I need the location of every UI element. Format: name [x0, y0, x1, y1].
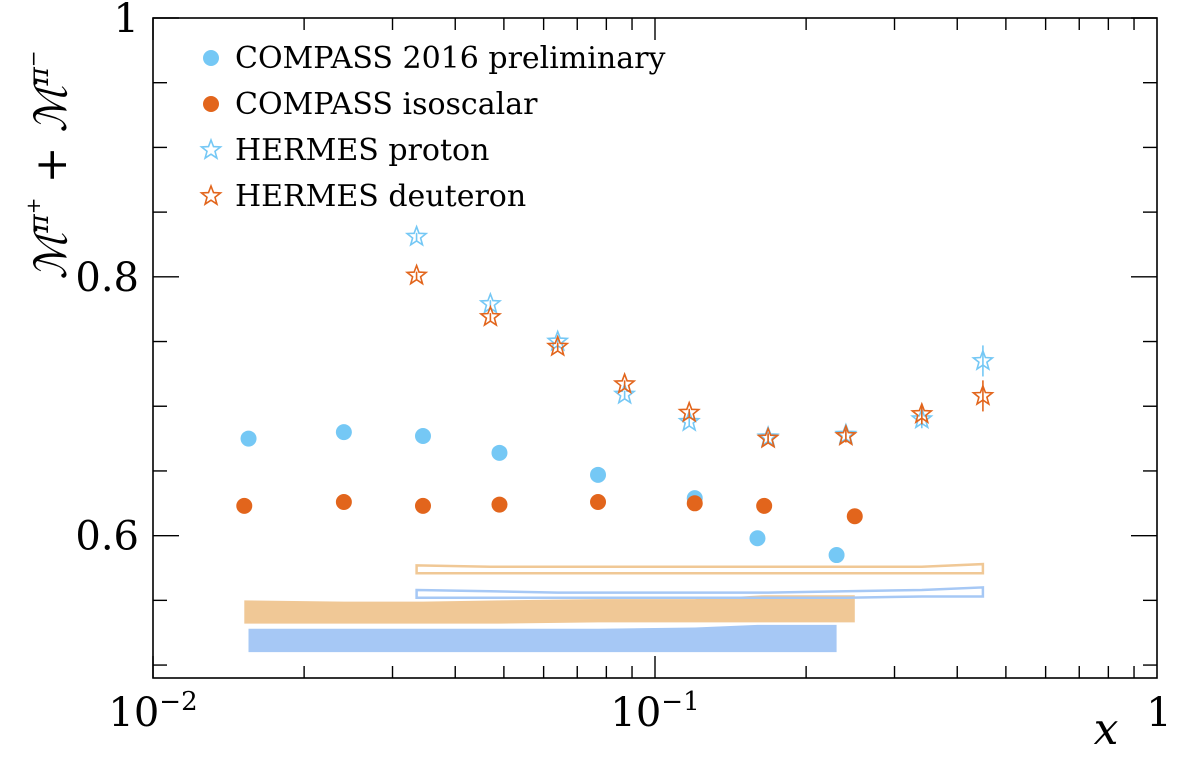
data-point	[414, 428, 431, 444]
legend-marker	[199, 137, 223, 160]
data-point	[404, 224, 429, 247]
legend-entry: HERMES deuteron	[199, 179, 526, 214]
y-tick-label: 0.8	[75, 255, 139, 301]
y-tick-label: 0.6	[75, 514, 139, 560]
data-point	[404, 263, 429, 286]
legend-marker	[203, 50, 219, 66]
ylabel-superscript-sign: −	[21, 50, 45, 67]
legend-label: COMPASS 2016 preliminary	[235, 41, 665, 76]
series-0	[240, 424, 845, 564]
ylabel-superscript-sign: +	[21, 197, 45, 214]
data-point	[335, 494, 352, 510]
x-tick-label: 1	[1146, 690, 1171, 736]
data-point	[846, 508, 863, 525]
tick-exponent: −2	[159, 687, 197, 717]
y-tick-label: 1	[114, 0, 139, 42]
data-point	[756, 426, 780, 449]
data-point	[971, 383, 995, 406]
legend-label: COMPASS isoscalar	[235, 87, 538, 122]
data-point	[491, 496, 508, 513]
x-axis-label: x	[1094, 704, 1119, 755]
data-point	[236, 497, 253, 514]
ylabel-symbol: ℳ	[26, 227, 77, 280]
data-point	[478, 304, 503, 327]
data-point	[612, 371, 637, 395]
data-point	[756, 497, 773, 514]
data-point	[749, 530, 766, 547]
legend-entry: COMPASS 2016 preliminary	[203, 41, 665, 76]
data-point	[546, 334, 570, 357]
data-point	[491, 444, 508, 461]
data-point	[414, 497, 431, 514]
ylabel-superscript: π	[22, 214, 55, 234]
systematic-band-3	[415, 586, 985, 600]
data-point	[677, 409, 701, 432]
data-point	[910, 401, 934, 424]
data-point	[828, 547, 845, 564]
legend-entry: COMPASS isoscalar	[203, 87, 538, 122]
x-tick-label: 10−2	[108, 687, 197, 736]
x-tick-label: 10−1	[610, 687, 699, 736]
data-point	[590, 494, 607, 510]
legend: COMPASS 2016 preliminary COMPASS isoscala…	[199, 41, 665, 214]
data-point	[677, 400, 701, 423]
ylabel-plus: +	[26, 133, 77, 198]
data-points	[236, 224, 995, 564]
data-point	[612, 382, 637, 405]
y-axis-label: ℳπ+ + ℳπ−	[21, 50, 77, 279]
systematic-band-0	[244, 595, 855, 624]
systematic-band-2	[415, 562, 985, 575]
systematic-band-1	[248, 624, 837, 653]
data-point	[590, 466, 607, 483]
data-point	[834, 423, 858, 446]
legend-label: HERMES proton	[235, 133, 489, 168]
legend-marker	[199, 183, 223, 206]
legend-entry: HERMES proton	[199, 133, 489, 168]
series-1	[236, 494, 863, 525]
tick-base: 10	[610, 690, 661, 736]
tick-exponent: −1	[661, 687, 699, 717]
series-3	[404, 263, 995, 449]
data-point	[335, 424, 352, 441]
data-point	[686, 495, 703, 512]
data-point	[971, 348, 995, 371]
legend-marker	[203, 96, 219, 112]
series-2	[404, 224, 995, 448]
tick-base: 10	[108, 690, 159, 736]
ylabel-superscript: π	[22, 67, 55, 87]
ylabel-symbol: ℳ	[26, 80, 77, 133]
systematic-bands	[244, 562, 985, 653]
legend-label: HERMES deuteron	[235, 179, 526, 214]
data-point	[240, 430, 257, 447]
